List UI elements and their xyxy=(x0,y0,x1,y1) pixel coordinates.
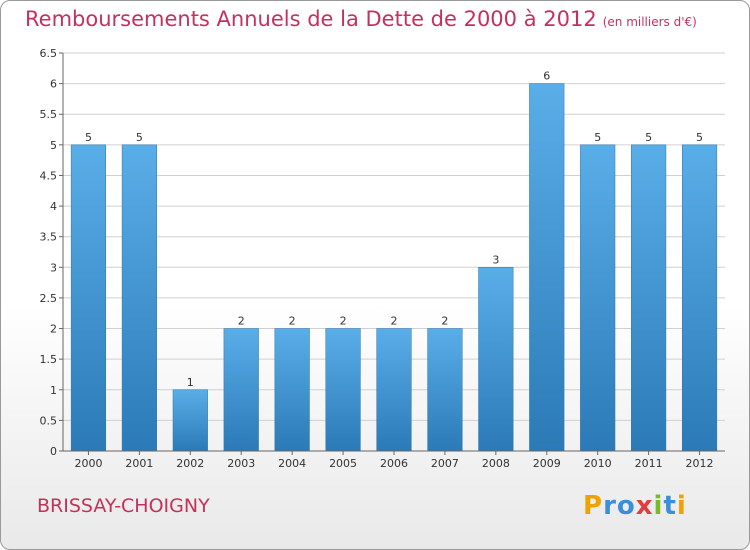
bar-value-label: 2 xyxy=(391,315,398,328)
y-tick-label: 1 xyxy=(50,384,57,397)
bar-value-label: 5 xyxy=(645,131,652,144)
y-tick-label: 3 xyxy=(50,261,57,274)
y-tick-label: 0.5 xyxy=(40,414,58,427)
bar xyxy=(274,328,310,452)
x-tick-label: 2002 xyxy=(176,457,204,470)
x-tick-label: 2003 xyxy=(227,457,255,470)
bar xyxy=(223,328,259,452)
bar xyxy=(376,328,412,452)
bar xyxy=(580,144,616,452)
x-tick-label: 2009 xyxy=(533,457,561,470)
x-tick-label: 2006 xyxy=(380,457,408,470)
logo-letter: i xyxy=(653,491,664,521)
bar xyxy=(681,144,718,452)
y-tick-label: 6 xyxy=(50,78,57,91)
bar-value-label: 3 xyxy=(492,253,499,266)
logo-letter: i xyxy=(676,491,687,521)
x-tick-label: 2001 xyxy=(125,457,153,470)
chart-unit: (en milliers d'€) xyxy=(602,15,697,29)
x-tick-label: 2011 xyxy=(635,457,663,470)
logo-letter: P xyxy=(583,491,604,521)
y-tick-label: 0 xyxy=(50,445,57,458)
y-tick-label: 3.5 xyxy=(40,231,58,244)
logo-letter: t xyxy=(663,491,677,521)
y-tick-label: 2.5 xyxy=(40,292,58,305)
chart-title-text: Remboursements Annuels de la Dette de 20… xyxy=(25,7,597,31)
bar-value-label: 6 xyxy=(543,70,550,83)
bar-value-label: 2 xyxy=(441,315,448,328)
axes: 0 0.5 1 1.5 2 2.5 3 3.5 4 4.5 5 5.5 6 6.5 2000 2001 2002… xyxy=(40,47,725,470)
bar-value-label: 5 xyxy=(136,131,143,144)
bar xyxy=(529,83,565,452)
logo-letter: r xyxy=(603,491,617,521)
chart-title: Remboursements Annuels de la Dette de 20… xyxy=(25,7,697,31)
bar xyxy=(121,144,157,452)
x-tick-label: 2010 xyxy=(584,457,612,470)
bar xyxy=(631,144,667,452)
y-tick-label: 4 xyxy=(50,200,57,213)
x-tick-label: 2012 xyxy=(686,457,714,470)
bar-value-label: 2 xyxy=(289,315,296,328)
proxiti-logo[interactable]: Proxiti xyxy=(583,491,687,521)
x-tick-label: 2004 xyxy=(278,457,306,470)
bar xyxy=(325,328,361,452)
bar xyxy=(70,144,107,452)
y-tick-label: 1.5 xyxy=(40,353,58,366)
bar xyxy=(478,267,514,452)
logo-letter: o xyxy=(616,491,636,521)
x-tick-label: 2008 xyxy=(482,457,510,470)
y-tick-label: 4.5 xyxy=(40,169,58,182)
logo-letter: x xyxy=(635,491,654,521)
x-tick-label: 2007 xyxy=(431,457,459,470)
bar-value-label: 1 xyxy=(187,376,194,389)
bar-value-label: 5 xyxy=(696,131,703,144)
y-tick-label: 6.5 xyxy=(40,47,58,60)
bar-value-label: 2 xyxy=(238,315,245,328)
y-tick-label: 5 xyxy=(50,139,57,152)
bar xyxy=(172,389,208,452)
bar xyxy=(427,328,463,452)
bar-value-label: 2 xyxy=(340,315,347,328)
y-tick-label: 2 xyxy=(50,323,57,336)
x-tick-label: 2005 xyxy=(329,457,357,470)
bar-value-label: 5 xyxy=(85,131,92,144)
value-labels: 5 5 1 2 2 2 2 2 3 6 5 5 5 xyxy=(85,70,703,389)
y-tick-label: 5.5 xyxy=(40,108,58,121)
x-tick-label: 2000 xyxy=(74,457,102,470)
bar-value-label: 5 xyxy=(594,131,601,144)
commune-name: BRISSAY-CHOIGNY xyxy=(37,495,210,517)
